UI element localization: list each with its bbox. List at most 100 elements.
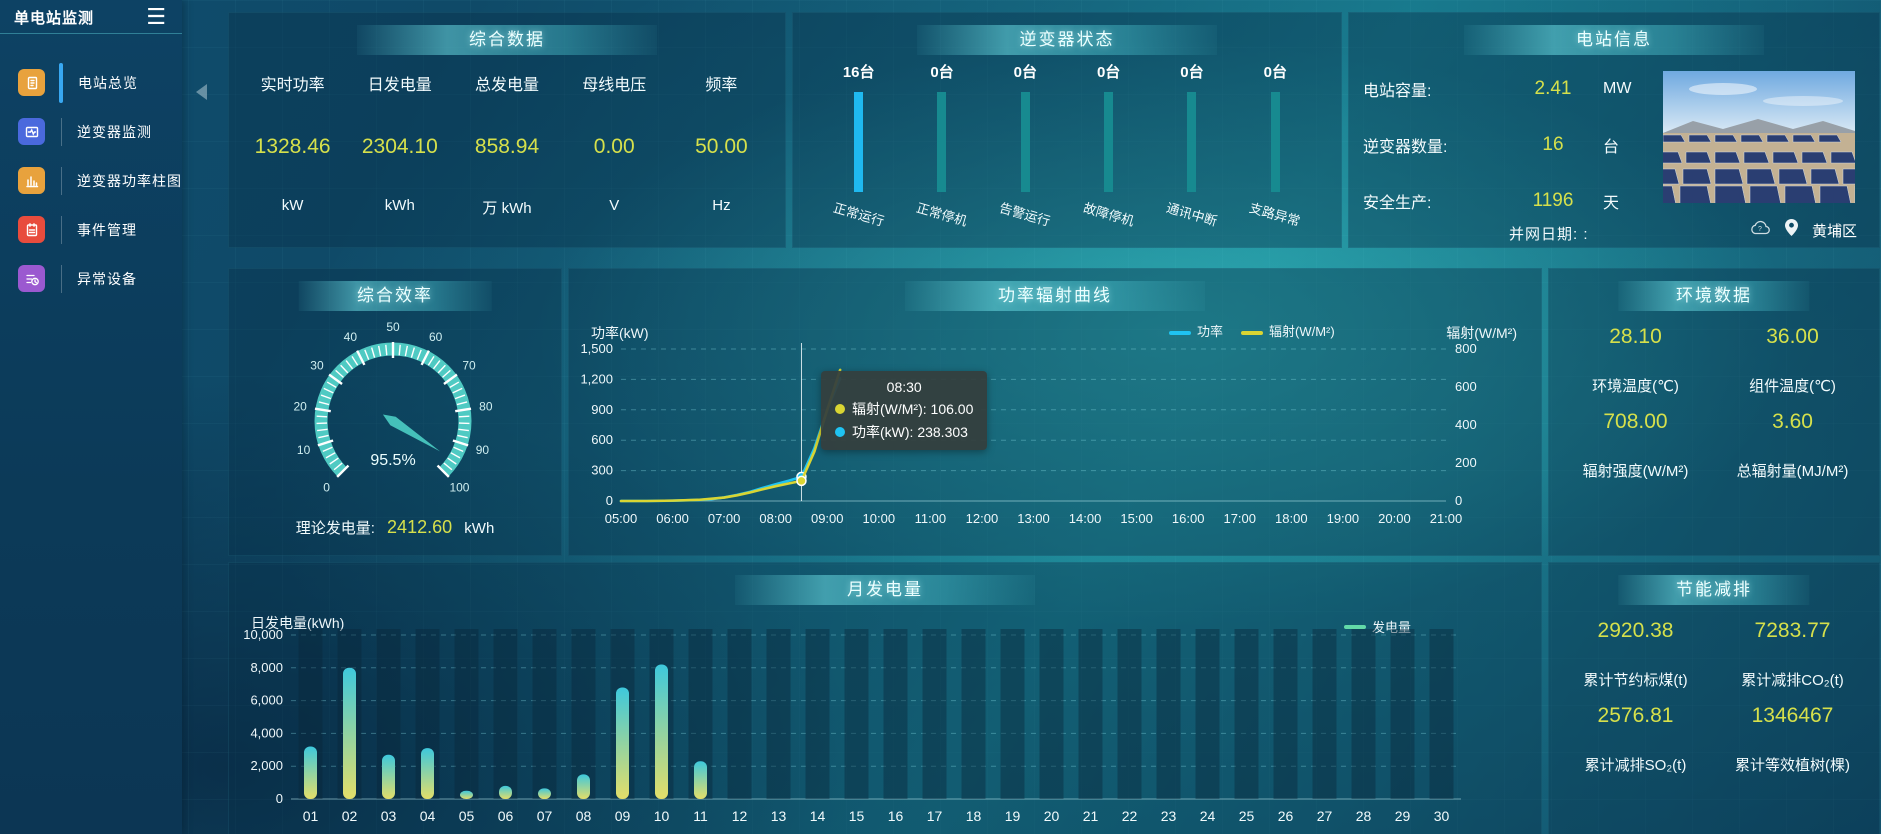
- menu-divider: [61, 117, 62, 146]
- theory-generation-unit: kWh: [464, 520, 495, 537]
- panel-efficiency: 综合效率 0 10 20 30 40 50 60 70 80 90 100 95.5% 理论发电量: …: [228, 268, 562, 556]
- svg-text:17: 17: [927, 808, 943, 824]
- sidebar-item-5[interactable]: 异常设备: [0, 254, 182, 303]
- power-radiation-chart[interactable]: 0 300 600 900 1,200 1,500 0 200 400 600 800 05:00 06…: [569, 269, 1541, 555]
- saving-stat: 2920.38 累计节约标煤(t): [1557, 619, 1714, 690]
- sidebar-item-1[interactable]: 电站总览: [0, 58, 182, 107]
- svg-text:17:00: 17:00: [1223, 511, 1256, 526]
- svg-text:30: 30: [310, 359, 324, 373]
- svg-text:11: 11: [693, 808, 708, 824]
- tooltip-series-text: 辐射(W/M²): 106.00: [852, 401, 974, 417]
- energy-saving-stats: 2920.38 累计节约标煤(t) 7283.77 累计减排CO₂(t) 2576.81…: [1557, 619, 1871, 789]
- svg-text:19:00: 19:00: [1327, 511, 1360, 526]
- saving-stat-label: 累计减排CO₂(t): [1741, 672, 1844, 689]
- summary-stats: 实时功率 1328.46 kW 日发电量 2304.10 kWh 总发电量 858.94 万 k…: [239, 71, 775, 218]
- svg-text:05:00: 05:00: [605, 511, 638, 526]
- svg-text:16: 16: [888, 808, 904, 824]
- legend-mark: [1241, 330, 1264, 335]
- station-info-unit: 台: [1603, 139, 1620, 156]
- menu-divider: [61, 166, 62, 195]
- environment-stat-label: 环境温度(℃): [1592, 378, 1679, 395]
- inverter-status-label: 正常运行: [831, 200, 886, 229]
- saving-stat-value: 7283.77: [1754, 619, 1831, 642]
- svg-text:25: 25: [1239, 808, 1255, 824]
- environment-stat-label: 辐射强度(W/M²): [1582, 463, 1689, 480]
- panel-environment-title: 环境数据: [1618, 281, 1810, 311]
- svg-text:900: 900: [591, 402, 613, 417]
- inverter-status-bar: [937, 92, 947, 192]
- menu-divider: [61, 264, 62, 293]
- weather-cloud-icon[interactable]: ?: [1749, 220, 1771, 241]
- svg-text:08: 08: [576, 808, 592, 824]
- legend-label: 发电量: [1371, 620, 1411, 635]
- station-info-value: 2.41: [1534, 78, 1572, 99]
- environment-stat: 708.00 辐射强度(W/M²): [1557, 410, 1714, 481]
- sidebar-collapse-arrow-icon[interactable]: [196, 84, 207, 100]
- svg-text:11:00: 11:00: [915, 511, 947, 526]
- location-pin-icon[interactable]: [1784, 219, 1798, 241]
- efficiency-gauge-chart[interactable]: 0 10 20 30 40 50 60 70 80 90 100 95.5%: [229, 309, 561, 509]
- summary-stat-unit: 万 kWh: [482, 200, 532, 217]
- station-info-unit: MW: [1603, 80, 1632, 97]
- saving-stat-value: 2920.38: [1597, 619, 1674, 642]
- summary-stat-unit: kW: [281, 197, 304, 214]
- panel-energy-saving-title: 节能减排: [1618, 575, 1810, 605]
- inverter-count: 16台: [842, 64, 875, 81]
- summary-stat-value: 0.00: [593, 135, 635, 158]
- svg-text:24: 24: [1200, 808, 1216, 824]
- station-info-label: 逆变器数量:: [1363, 139, 1448, 156]
- menu-divider: [61, 215, 62, 244]
- sidebar-menu: 电站总览逆变器监测 逆变器功率柱图 事件管理异常设备: [0, 58, 182, 303]
- panel-station-info-title: 电站信息: [1464, 25, 1764, 55]
- abnormal-device-icon: [18, 265, 45, 292]
- svg-text:100: 100: [449, 480, 469, 494]
- monthly-legend[interactable]: 发电量: [1343, 617, 1411, 636]
- monthly-generation-chart[interactable]: 0 2,000 4,000 6,000 8,000 10,000 01 02 03 04 05 06 0…: [229, 563, 1541, 834]
- svg-text:50: 50: [386, 320, 400, 334]
- sidebar-item-4[interactable]: 事件管理: [0, 205, 182, 254]
- sidebar-item-3[interactable]: 逆变器功率柱图: [0, 156, 182, 205]
- svg-text:60: 60: [429, 330, 443, 344]
- panel-monthly-generation: 月发电量 日发电量(kWh) 发电量 0 2,000 4,000 6,000 8,000…: [228, 562, 1542, 834]
- legend-item[interactable]: 功率: [1169, 321, 1223, 340]
- environment-stats: 28.10 环境温度(℃) 36.00 组件温度(℃) 708.00 辐射强度(W/M²)…: [1557, 325, 1871, 495]
- tooltip-row: 功率(kW): 238.303: [835, 422, 973, 442]
- svg-text:400: 400: [1455, 417, 1477, 432]
- svg-text:10,000: 10,000: [243, 627, 283, 642]
- legend-mark: [1169, 330, 1191, 335]
- inverter-status-label: 故障停机: [1081, 200, 1136, 229]
- svg-text:1,200: 1,200: [580, 371, 613, 386]
- sidebar-item-label: 异常设备: [77, 270, 137, 287]
- legend-item[interactable]: 辐射(W/M²): [1241, 321, 1335, 340]
- station-info-unit: 天: [1603, 195, 1620, 212]
- svg-text:80: 80: [479, 399, 493, 413]
- svg-text:26: 26: [1278, 808, 1294, 824]
- station-location: ? 黄埔区: [1749, 219, 1857, 241]
- svg-text:20: 20: [293, 399, 307, 413]
- station-info-label: 安全生产:: [1363, 195, 1432, 212]
- location-name[interactable]: 黄埔区: [1811, 222, 1857, 240]
- hamburger-menu-icon[interactable]: ☰: [146, 4, 166, 29]
- station-info-row: 逆变器数量: 16 台: [1363, 117, 1663, 173]
- station-info-value: 1196: [1532, 190, 1574, 211]
- curve-legend[interactable]: 功率 辐射(W/M²): [1169, 321, 1335, 340]
- svg-text:10:00: 10:00: [863, 511, 896, 526]
- legend-label: 辐射(W/M²): [1269, 324, 1335, 339]
- svg-text:12:00: 12:00: [966, 511, 999, 526]
- svg-text:06: 06: [498, 808, 514, 824]
- monthly-y-axis-title: 日发电量(kWh): [251, 615, 345, 631]
- inverter-count: 0台: [1180, 64, 1204, 81]
- inverter-monitor-icon: [18, 118, 45, 145]
- inverter-status-bar: [1104, 92, 1114, 192]
- sidebar-item-2[interactable]: 逆变器监测: [0, 107, 182, 156]
- saving-stat: 2576.81 累计减排SO₂(t): [1557, 704, 1714, 775]
- inverter-count: 0台: [930, 64, 954, 81]
- active-indicator: [59, 62, 63, 103]
- svg-text:13: 13: [771, 808, 787, 824]
- summary-stat: 日发电量 2304.10 kWh: [346, 71, 453, 218]
- svg-text:2,000: 2,000: [250, 758, 283, 773]
- summary-stat-label: 总发电量: [475, 77, 540, 94]
- svg-text:1,500: 1,500: [580, 341, 613, 356]
- sidebar-item-label: 电站总览: [78, 74, 138, 91]
- svg-text:21: 21: [1083, 808, 1099, 824]
